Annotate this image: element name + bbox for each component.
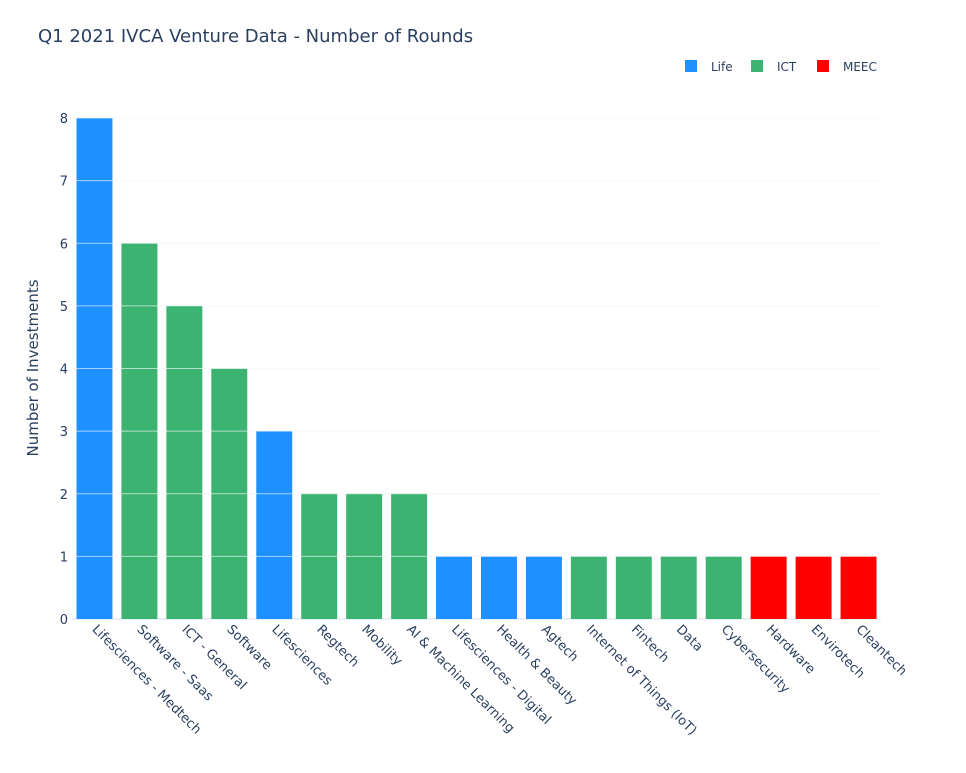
legend-label: ICT xyxy=(777,60,797,74)
bar[interactable] xyxy=(750,556,787,619)
legend-swatch xyxy=(751,60,763,72)
x-tick-label: Fintech xyxy=(628,622,672,666)
chart-title: Q1 2021 IVCA Venture Data - Number of Ro… xyxy=(38,26,473,47)
x-tick-label: Agtech xyxy=(538,622,581,665)
legend-swatch xyxy=(685,60,697,72)
y-tick-label: 8 xyxy=(60,112,68,127)
y-tick-label: 2 xyxy=(60,488,68,503)
y-tick-label: 5 xyxy=(60,300,68,315)
legend-item-life[interactable]: Life xyxy=(685,60,733,74)
legend-item-meec[interactable]: MEEC xyxy=(817,60,877,74)
legend-item-ict[interactable]: ICT xyxy=(751,60,797,74)
bar[interactable] xyxy=(660,556,697,619)
x-tick-label: Data xyxy=(673,622,706,655)
y-tick-label: 1 xyxy=(60,550,68,565)
bars xyxy=(72,117,881,619)
y-tick-label: 4 xyxy=(60,363,68,378)
bar[interactable] xyxy=(166,305,203,619)
bar[interactable] xyxy=(570,556,607,619)
bar[interactable] xyxy=(480,556,517,619)
bar[interactable] xyxy=(256,431,293,619)
y-tick-label: 7 xyxy=(60,175,68,190)
bar[interactable] xyxy=(525,556,562,619)
bar[interactable] xyxy=(840,556,877,619)
legend[interactable]: Life ICT MEEC xyxy=(685,60,877,74)
y-tick-label: 3 xyxy=(60,425,68,440)
legend-label: Life xyxy=(711,60,733,74)
x-tick-label: Mobility xyxy=(358,622,405,669)
bar[interactable] xyxy=(615,556,652,619)
y-axis-label: Number of Investments xyxy=(24,279,42,456)
x-tick-label: Software - Saas xyxy=(134,622,216,704)
y-tick-labels: 0 1 2 3 4 5 6 7 8 xyxy=(60,112,68,628)
bar[interactable] xyxy=(795,556,832,619)
bar[interactable] xyxy=(705,556,742,619)
y-tick-label: 6 xyxy=(60,237,68,252)
y-tick-label: 0 xyxy=(60,613,68,628)
legend-label: MEEC xyxy=(843,60,877,74)
x-tick-label: Health & Beauty xyxy=(493,622,579,708)
bar[interactable] xyxy=(436,556,473,619)
legend-swatch xyxy=(817,60,829,72)
